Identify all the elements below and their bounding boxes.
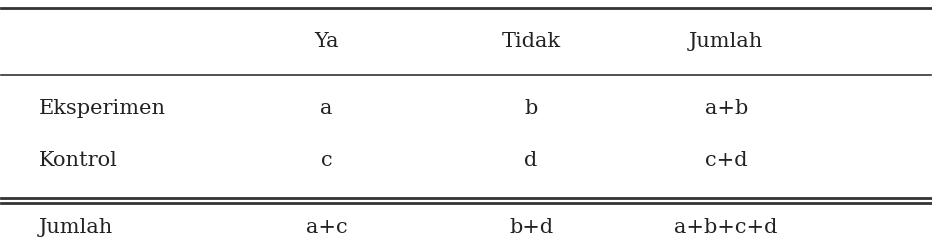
Text: Jumlah: Jumlah (689, 32, 763, 50)
Text: a+b+c+d: a+b+c+d (675, 217, 778, 236)
Text: Ya: Ya (314, 32, 339, 50)
Text: Kontrol: Kontrol (38, 150, 117, 169)
Text: b+d: b+d (509, 217, 553, 236)
Text: Tidak: Tidak (501, 32, 561, 50)
Text: c: c (321, 150, 333, 169)
Text: a: a (321, 98, 333, 117)
Text: b: b (525, 98, 538, 117)
Text: Eksperimen: Eksperimen (38, 98, 166, 117)
Text: c+d: c+d (705, 150, 747, 169)
Text: d: d (525, 150, 538, 169)
Text: a+b: a+b (705, 98, 747, 117)
Text: Jumlah: Jumlah (38, 217, 113, 236)
Text: a+c: a+c (306, 217, 348, 236)
